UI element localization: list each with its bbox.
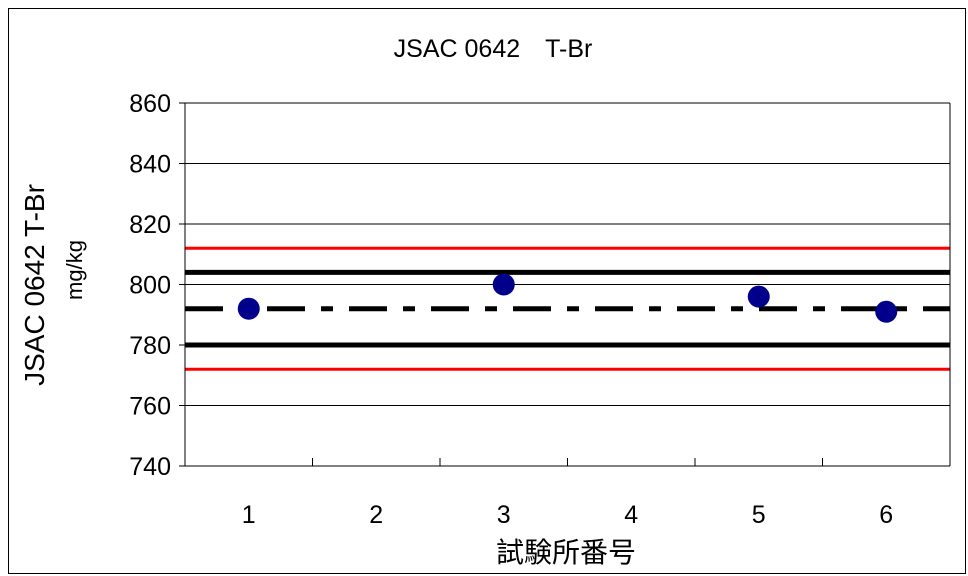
data-points <box>237 273 898 323</box>
y-tick-label: 820 <box>129 211 171 239</box>
y-tick-label: 780 <box>129 332 171 360</box>
x-tick-label: 1 <box>242 501 256 529</box>
grid-lines <box>185 102 950 467</box>
x-tick-label: 4 <box>624 501 638 529</box>
y-tick-label: 860 <box>129 90 171 118</box>
chart-frame <box>8 8 966 574</box>
x-tick-label: 2 <box>369 501 383 529</box>
y-tick-label: 800 <box>129 272 171 300</box>
reference-lines <box>185 246 950 371</box>
chart-title: JSAC 0642 T-Br <box>394 35 593 63</box>
y-tick-label: 840 <box>129 151 171 179</box>
data-point <box>747 285 770 308</box>
data-point <box>875 300 898 323</box>
y-tick-label: 760 <box>129 393 171 421</box>
y-tick-labels: 740 760 780 800 820 840 860 <box>129 90 171 481</box>
y-tick-label: 740 <box>129 453 171 481</box>
data-point <box>237 297 260 320</box>
x-tick-labels: 1 2 3 4 5 6 <box>242 501 893 529</box>
x-axis-title: 試験所番号 <box>496 537 636 568</box>
x-tick-label: 6 <box>879 501 893 529</box>
x-tick-label: 5 <box>752 501 766 529</box>
x-tick-label: 3 <box>497 501 511 529</box>
data-point <box>492 273 515 296</box>
y-axis-unit: mg/kg <box>62 240 87 300</box>
y-axis-title: JSAC 0642 T-Br <box>19 184 50 386</box>
axes <box>179 102 951 467</box>
